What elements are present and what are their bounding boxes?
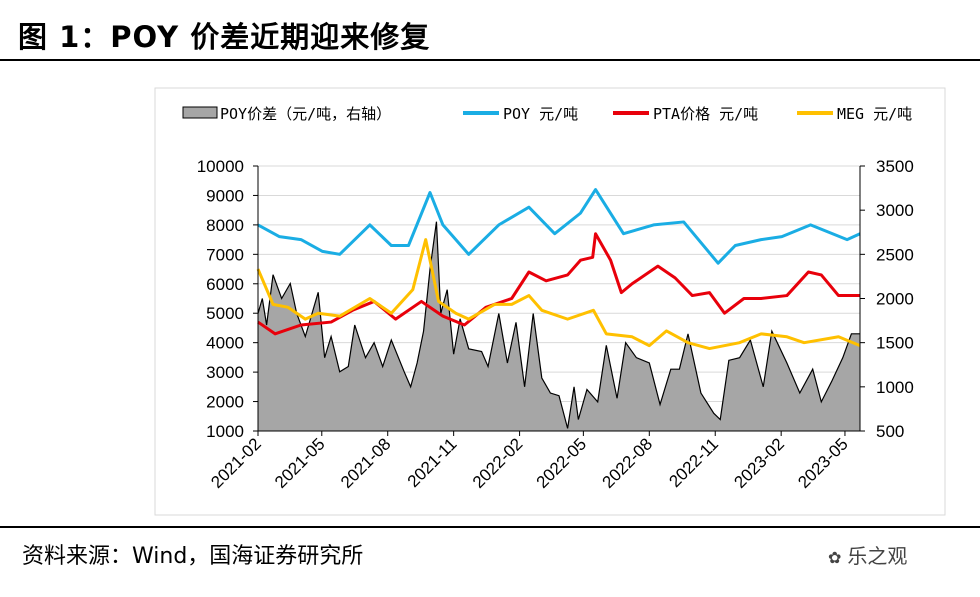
y-right-tick-label: 3000 xyxy=(876,201,914,220)
spread-area xyxy=(257,221,860,431)
y-left-tick-label: 6000 xyxy=(206,275,244,294)
y-right-tick-label: 2500 xyxy=(876,245,914,264)
y-right-tick-label: 2000 xyxy=(876,290,914,309)
y-right-tick-label: 1500 xyxy=(876,334,914,353)
y-left-tick-label: 4000 xyxy=(206,334,244,353)
series-line-3 xyxy=(256,238,861,351)
legend-swatch-area xyxy=(182,106,218,119)
legend-label: POY 元/吨 xyxy=(503,105,578,123)
watermark-text: 乐之观 xyxy=(847,544,908,568)
y-right-tick-label: 3500 xyxy=(876,157,914,176)
wechat-icon: ✿ xyxy=(828,548,842,567)
series-lines xyxy=(256,188,861,351)
legend: POY价差（元/吨，右轴） POY 元/吨 PTA价格 元/吨 MEG 元/吨 xyxy=(182,105,912,123)
series-line-1 xyxy=(257,188,861,265)
spread-area-fill xyxy=(258,221,860,431)
legend-label: POY价差（元/吨，右轴） xyxy=(220,105,391,123)
source-note: 资料来源：Wind，国海证券研究所 xyxy=(22,544,364,569)
y-left-tick-label: 5000 xyxy=(206,304,244,323)
legend-label: MEG 元/吨 xyxy=(837,105,912,123)
y-left-tick-label: 3000 xyxy=(206,363,244,382)
y-left-tick-label: 2000 xyxy=(206,393,244,412)
y-left-tick-label: 1000 xyxy=(206,422,244,441)
bottom-rule xyxy=(0,526,980,528)
spread-edge-line xyxy=(257,221,860,429)
y-left-tick-label: 9000 xyxy=(206,186,244,205)
top-rule xyxy=(0,59,980,61)
y-left-tick-label: 10000 xyxy=(197,157,244,176)
watermark: ✿ 乐之观 xyxy=(828,540,907,569)
y-right-tick-label: 500 xyxy=(876,422,904,441)
legend-label: PTA价格 元/吨 xyxy=(653,105,758,123)
figure-title: 图 1：POY 价差近期迎来修复 xyxy=(18,20,431,54)
y-left-tick-label: 8000 xyxy=(206,216,244,235)
y-left-tick-label: 7000 xyxy=(206,245,244,264)
y-right-tick-label: 1000 xyxy=(876,378,914,397)
